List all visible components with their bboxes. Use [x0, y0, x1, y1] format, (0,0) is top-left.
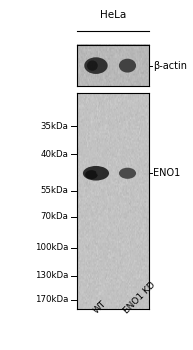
- Ellipse shape: [84, 57, 108, 74]
- Ellipse shape: [85, 170, 98, 179]
- Text: β-actin: β-actin: [153, 61, 187, 71]
- Text: ENO1 KD: ENO1 KD: [122, 280, 157, 316]
- Text: 35kDa: 35kDa: [41, 122, 69, 131]
- Text: 130kDa: 130kDa: [35, 271, 69, 280]
- Text: WT: WT: [91, 299, 108, 316]
- Text: 170kDa: 170kDa: [35, 295, 69, 304]
- Text: 55kDa: 55kDa: [41, 186, 69, 195]
- Text: 70kDa: 70kDa: [41, 212, 69, 221]
- Ellipse shape: [83, 166, 109, 181]
- Text: ENO1: ENO1: [153, 168, 180, 178]
- Ellipse shape: [96, 169, 103, 175]
- Ellipse shape: [119, 59, 136, 72]
- Text: 100kDa: 100kDa: [35, 243, 69, 252]
- Text: HeLa: HeLa: [100, 10, 126, 20]
- Ellipse shape: [87, 61, 98, 71]
- Ellipse shape: [119, 168, 136, 179]
- Text: 40kDa: 40kDa: [41, 150, 69, 159]
